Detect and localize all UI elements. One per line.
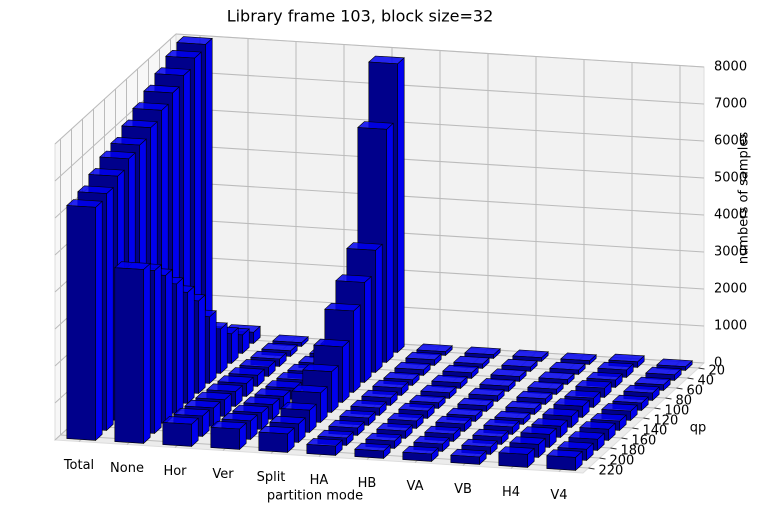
z-tick-label: 6000 [714, 134, 747, 149]
bar-side [205, 37, 213, 342]
y-tick-label: 160 [632, 434, 657, 449]
x-tick-label: H4 [502, 485, 520, 500]
y-axis-label: qp [690, 421, 707, 436]
bar-side [154, 263, 162, 435]
bar [402, 445, 439, 463]
bar-front [210, 426, 240, 450]
bar-side [95, 200, 103, 442]
z-tick-label: 2000 [714, 282, 747, 297]
bar-front [498, 452, 528, 468]
bar [66, 199, 103, 442]
bar-side [187, 285, 195, 405]
y-tick [654, 407, 661, 410]
bar-front [402, 451, 432, 462]
y-tick [610, 447, 617, 450]
x-tick-label: V4 [550, 488, 567, 503]
bar [546, 449, 583, 472]
bar [453, 355, 490, 370]
bar [210, 420, 247, 451]
x-tick-label: Ver [212, 467, 234, 482]
x-tick-label: VB [454, 482, 472, 497]
y-tick [665, 397, 672, 400]
bar-side [106, 186, 114, 432]
bar-side [198, 294, 206, 395]
z-tick-label: 5000 [714, 171, 747, 186]
bar-side [220, 322, 228, 375]
y-tick-label: 140 [643, 424, 668, 439]
x-tick-label: Split [257, 470, 286, 485]
bar-side [386, 122, 394, 364]
x-tick-label: None [110, 461, 144, 476]
bar [501, 358, 538, 373]
y-tick-label: 220 [599, 464, 624, 479]
x-tick-label: Total [63, 458, 94, 473]
bar-front [162, 422, 192, 447]
x-axis-label: partition mode [267, 489, 363, 504]
bar-side [397, 57, 405, 354]
bar-side [209, 310, 217, 385]
y-tick-label: 40 [698, 374, 715, 389]
x-tick-label: VA [407, 479, 424, 494]
bar-side [331, 365, 339, 414]
z-tick-label: 1000 [714, 319, 747, 334]
bar-side [364, 275, 372, 384]
bar-front [546, 455, 576, 471]
bar [464, 346, 501, 360]
bar [114, 261, 151, 445]
y-tick [599, 457, 606, 460]
z-tick-label: 0 [714, 356, 722, 371]
z-axis-label: numbers of samples [737, 132, 752, 265]
x-tick-label: Hor [163, 464, 187, 479]
bar-front [450, 454, 480, 465]
bar-front [306, 444, 336, 456]
z-tick-label: 7000 [714, 97, 747, 112]
x-tick-label: HA [310, 473, 329, 488]
y-tick [687, 377, 694, 380]
bar [450, 448, 487, 466]
bar-side [165, 268, 173, 425]
y-tick [676, 387, 683, 390]
bar-front [258, 431, 288, 453]
bar-side [342, 340, 350, 404]
y-tick-label: 200 [610, 454, 635, 469]
bar-side [375, 243, 383, 374]
y-tick [632, 427, 639, 430]
bar-front [114, 267, 144, 444]
z-tick-label: 4000 [714, 208, 747, 223]
bar-front [354, 448, 384, 459]
y-tick [588, 467, 595, 470]
y-tick [621, 437, 628, 440]
z-tick-label: 3000 [714, 245, 747, 260]
bar [549, 361, 586, 376]
bar [498, 446, 535, 469]
y-tick-label: 80 [676, 394, 693, 409]
bar [354, 442, 391, 460]
y-tick-label: 120 [654, 414, 679, 429]
y-tick-label: 20 [709, 364, 726, 379]
bar-front [66, 205, 96, 441]
x-tick-label: HB [358, 476, 377, 491]
y-tick-label: 60 [687, 384, 704, 399]
bar [162, 416, 199, 448]
y-tick [698, 367, 705, 370]
y-tick-label: 100 [665, 404, 690, 419]
chart-title: Library frame 103, block size=32 [227, 7, 494, 26]
y-tick-label: 180 [621, 444, 646, 459]
bar-side [353, 304, 361, 394]
bar-side [143, 262, 151, 445]
z-tick-label: 8000 [714, 60, 747, 75]
bar [272, 334, 309, 348]
bar-side [176, 277, 184, 415]
bar [306, 438, 343, 457]
y-tick [643, 417, 650, 420]
bar [258, 425, 295, 454]
